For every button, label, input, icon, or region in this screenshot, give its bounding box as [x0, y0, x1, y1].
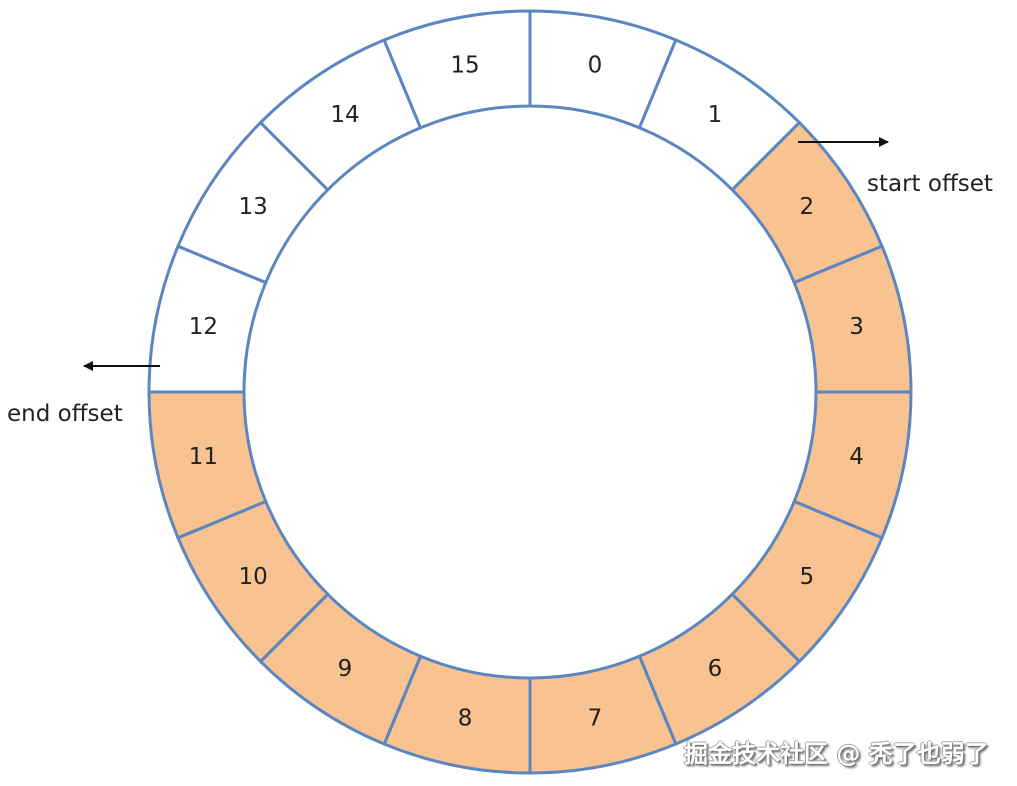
segment-label: 6 [708, 656, 723, 682]
segment-label: 0 [588, 52, 603, 78]
segment-label: 14 [330, 102, 359, 128]
segment-label: 4 [849, 444, 864, 470]
segment-label: 8 [458, 706, 473, 732]
segment-label: 10 [238, 564, 267, 590]
start-offset-label: start offset [867, 171, 993, 197]
segment-label: 11 [189, 444, 218, 470]
segment-label: 3 [849, 314, 864, 340]
segment-label: 13 [238, 194, 267, 220]
segment-label: 7 [588, 706, 603, 732]
watermark: 掘金技术社区 @ 秃了也弱了 [684, 740, 989, 768]
segment-label: 15 [450, 52, 479, 78]
segment-label: 9 [338, 656, 353, 682]
segment-label: 1 [708, 102, 723, 128]
end-offset-label: end offset [7, 401, 123, 427]
segment-label: 12 [189, 314, 218, 340]
segment-label: 2 [800, 194, 815, 220]
segment-label: 5 [800, 564, 815, 590]
ring-segment-15 [382, 9, 532, 130]
